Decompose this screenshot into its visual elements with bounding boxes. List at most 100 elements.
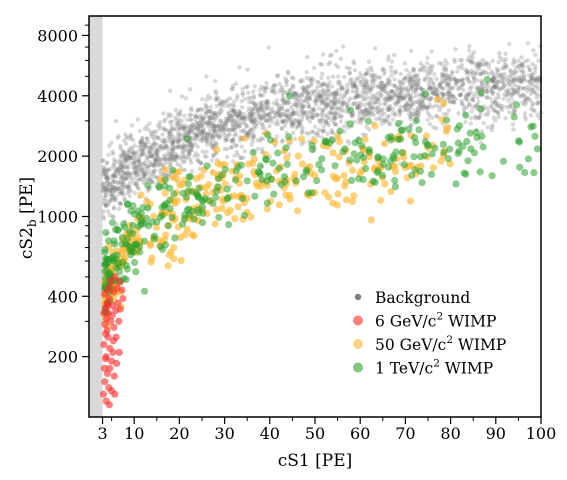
background-point [378,75,383,80]
background-point [429,80,435,85]
background-point [272,114,278,120]
background-point [464,105,470,110]
wimp-1tev-point [353,156,361,164]
background-point [290,121,296,126]
background-point [175,144,181,150]
background-point [485,125,490,130]
background-point [356,106,362,111]
background-point [503,88,509,94]
background-point [448,78,453,83]
background-point [100,188,105,193]
background-point [511,76,516,82]
background-point [231,104,237,109]
background-point [219,102,224,108]
wimp-1tev-point [427,170,436,178]
background-point [457,92,463,98]
background-point [100,158,106,163]
background-point [143,144,148,149]
background-point [355,104,360,109]
background-point [486,109,491,114]
background-point [402,87,408,92]
background-point [213,124,218,129]
background-point [260,104,265,109]
background-point [153,162,158,168]
background-point [508,104,513,109]
background-point [318,95,323,100]
background-point [255,146,260,152]
background-point [181,145,186,150]
background-point [166,138,171,144]
background-point [107,182,113,187]
background-point [429,49,434,54]
background-point [225,119,230,124]
background-point [479,129,485,134]
background-point [461,88,466,93]
background-point [385,76,391,82]
background-point [149,131,154,137]
background-point [148,153,153,158]
background-point [190,123,195,128]
background-point [535,77,540,82]
background-point [225,146,230,152]
background-point [459,65,464,71]
background-point [131,150,136,155]
background-point [306,104,312,110]
background-point [373,75,378,80]
background-point [119,164,125,169]
background-point [359,115,365,121]
background-point [128,160,133,166]
y-tick-label: 4000 [37,87,78,106]
background-point [350,89,355,94]
wimp-1tev-point [355,175,363,183]
background-point [505,89,511,94]
wimp-1tev-point [264,172,272,180]
background-point [317,127,322,132]
background-point [498,72,504,78]
background-point [213,89,218,94]
background-point [536,99,542,105]
background-point [418,103,423,108]
background-point [499,57,504,62]
background-point [177,137,182,142]
background-point [164,144,169,149]
background-point [439,61,444,66]
background-point [155,156,160,162]
background-point [115,180,121,185]
background-point [488,104,493,109]
background-point [471,77,477,82]
background-point [236,108,241,114]
background-point [102,198,107,203]
background-point [476,63,481,68]
background-point [478,62,484,67]
background-point [210,143,215,148]
background-point [122,185,127,190]
background-point [162,145,167,150]
background-point [231,108,236,114]
background-point [353,101,358,106]
wimp-1tev-point [161,202,169,210]
background-point [497,50,502,56]
background-point [109,198,114,203]
background-point [383,119,388,125]
background-point [304,113,310,118]
background-point [416,77,421,82]
background-point [111,206,117,211]
background-point [485,84,490,89]
wimp-1tev-point [277,180,285,188]
background-point [456,78,462,84]
background-point [279,112,284,117]
background-point [529,106,534,112]
background-point [182,125,187,130]
background-point [384,82,389,87]
background-point [110,185,116,190]
wimp-1tev-point [133,240,141,248]
wimp-50gev-point [177,257,185,265]
background-point [124,158,129,163]
background-point [369,86,374,91]
background-point [401,81,406,86]
background-point [331,130,336,136]
background-point [149,179,154,184]
wimp-50gev-point [275,201,283,209]
background-point [491,75,497,81]
background-point [512,90,518,95]
